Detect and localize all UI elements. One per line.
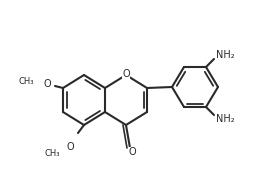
Text: O: O [128,147,136,157]
Text: CH₃: CH₃ [18,78,34,86]
Text: O: O [66,142,74,152]
Text: O: O [122,69,130,79]
Text: O: O [43,79,51,89]
Text: CH₃: CH₃ [45,149,60,158]
Text: NH₂: NH₂ [216,50,235,60]
Text: NH₂: NH₂ [216,114,235,124]
